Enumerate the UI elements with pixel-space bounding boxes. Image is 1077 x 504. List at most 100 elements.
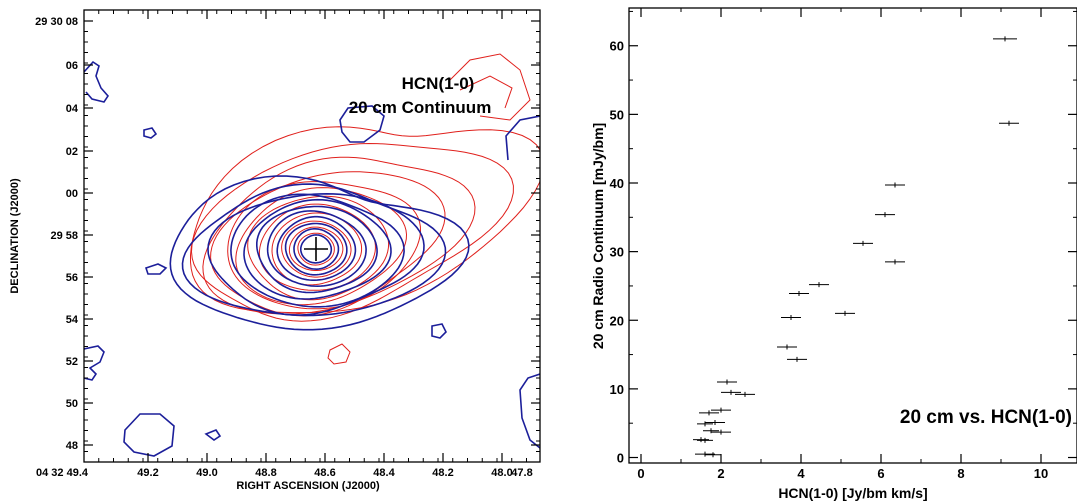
center-marker bbox=[304, 237, 328, 261]
dec-axis-label: DECLINATION (J2000) bbox=[9, 178, 21, 294]
data-point bbox=[885, 259, 905, 265]
hcn-contour bbox=[293, 228, 340, 271]
data-point bbox=[809, 282, 829, 288]
x-tick-label: 10 bbox=[1034, 466, 1048, 481]
scatter-x-label: HCN(1-0) [Jy/bm km/s] bbox=[778, 485, 927, 501]
continuum-contour-fragment bbox=[459, 75, 513, 109]
data-point bbox=[875, 212, 895, 218]
data-point bbox=[781, 315, 801, 321]
data-point bbox=[699, 410, 719, 416]
hcn-contour-fragment bbox=[144, 263, 168, 275]
ra-tick-label: 48.8 bbox=[255, 467, 276, 479]
hcn-contours bbox=[84, 60, 540, 457]
x-tick-label: 2 bbox=[717, 466, 724, 481]
x-tick-label: 8 bbox=[957, 466, 964, 481]
legend-continuum: 20 cm Continuum bbox=[349, 98, 492, 117]
continuum-contour bbox=[297, 232, 335, 266]
hcn-contour bbox=[181, 183, 447, 317]
ra-tick-label: 48.0 bbox=[491, 467, 512, 479]
scatter-points bbox=[693, 36, 1019, 458]
data-point bbox=[703, 428, 719, 434]
data-point bbox=[777, 344, 797, 350]
data-point bbox=[999, 120, 1019, 126]
hcn-contour bbox=[266, 210, 367, 288]
ra-tick-label: 49.2 bbox=[137, 467, 158, 479]
data-point bbox=[787, 356, 807, 362]
x-tick-label: 6 bbox=[877, 466, 884, 481]
dec-tick-label: 02 bbox=[66, 146, 78, 158]
dec-tick-label: 52 bbox=[66, 356, 78, 368]
y-tick-label: 20 bbox=[610, 313, 624, 328]
data-point bbox=[695, 451, 715, 457]
data-point bbox=[711, 429, 731, 435]
continuum-contours bbox=[190, 53, 540, 365]
y-tick-label: 0 bbox=[617, 451, 624, 466]
data-point bbox=[705, 420, 725, 426]
dec-tick-label: 00 bbox=[66, 188, 78, 200]
scatter-tick-labels: 0 2 4 6 8 10 0 10 20 30 40 50 60 bbox=[610, 39, 1049, 481]
map-ticks bbox=[83, 10, 540, 463]
hcn-contour-fragment bbox=[519, 373, 540, 449]
dec-tick-label: 06 bbox=[66, 60, 78, 72]
data-point bbox=[693, 437, 709, 443]
data-point bbox=[885, 182, 905, 188]
contour-layer bbox=[84, 53, 540, 457]
scatter-ticks bbox=[629, 8, 1077, 463]
legend-hcn: HCN(1-0) bbox=[402, 74, 475, 93]
dec-tick-label: 29 30 08 bbox=[35, 16, 78, 28]
ra-axis-label: RIGHT ASCENSION (J2000) bbox=[236, 480, 380, 492]
hcn-contour-fragment bbox=[84, 60, 110, 103]
hcn-contour bbox=[276, 215, 357, 281]
hcn-contour-fragment bbox=[505, 115, 540, 161]
hcn-contour bbox=[300, 234, 333, 264]
ra-tick-label: 47.8 bbox=[511, 467, 532, 479]
continuum-contour bbox=[210, 171, 446, 317]
continuum-contour bbox=[190, 126, 540, 314]
continuum-contour bbox=[202, 156, 476, 315]
hcn-contour bbox=[284, 222, 348, 276]
data-point bbox=[711, 407, 731, 413]
continuum-contour bbox=[281, 220, 352, 278]
dec-tick-label: 50 bbox=[66, 398, 78, 410]
scatter-y-label: 20 cm Radio Continuum [mJy/bm] bbox=[590, 123, 606, 349]
hcn-contour-fragment bbox=[143, 127, 158, 139]
hcn-contour-fragment bbox=[339, 105, 385, 143]
hcn-contour-fragment bbox=[84, 345, 105, 381]
hcn-contour bbox=[230, 193, 405, 308]
ra-tick-label: 48.4 bbox=[373, 467, 395, 479]
hcn-contour bbox=[243, 198, 392, 300]
hcn-contour bbox=[256, 205, 378, 294]
dec-tick-label: 56 bbox=[66, 272, 78, 284]
ra-tick-label: 49.0 bbox=[196, 467, 217, 479]
y-tick-label: 40 bbox=[610, 176, 624, 191]
data-point bbox=[789, 290, 809, 296]
scatter-title: 20 cm vs. HCN(1-0) bbox=[900, 407, 1072, 428]
x-tick-label: 4 bbox=[797, 466, 805, 481]
y-tick-label: 50 bbox=[610, 107, 624, 122]
ra-tick-labels: 04 32 49.4 49.2 49.0 48.8 48.6 48.4 48.2 48.047… bbox=[36, 467, 533, 479]
continuum-contour-fragment bbox=[449, 53, 531, 121]
ra-tick-label: 48.6 bbox=[314, 467, 335, 479]
contour-map-panel: 04 32 49.4 49.2 49.0 48.8 48.6 48.4 48.2 48.047… bbox=[9, 9, 541, 492]
data-point bbox=[717, 379, 737, 385]
hcn-contour-fragment bbox=[431, 323, 447, 339]
data-point bbox=[697, 437, 713, 443]
data-point bbox=[705, 452, 721, 458]
data-point bbox=[697, 421, 713, 427]
data-point bbox=[735, 391, 755, 397]
continuum-contour bbox=[288, 226, 344, 271]
dec-tick-label: 29 58 bbox=[50, 230, 78, 242]
data-point bbox=[721, 389, 741, 395]
continuum-contour-fragment bbox=[327, 343, 351, 365]
scatter-frame bbox=[628, 7, 1077, 464]
data-point bbox=[853, 240, 873, 246]
data-point bbox=[835, 310, 855, 316]
y-tick-label: 60 bbox=[610, 39, 624, 54]
ra-tick-label: 48.2 bbox=[432, 467, 453, 479]
dec-tick-label: 48 bbox=[66, 440, 78, 452]
x-tick-label: 0 bbox=[637, 466, 644, 481]
data-point bbox=[993, 36, 1017, 42]
dec-tick-label: 54 bbox=[66, 314, 79, 326]
ra-tick-label: 04 32 49.4 bbox=[36, 467, 89, 479]
